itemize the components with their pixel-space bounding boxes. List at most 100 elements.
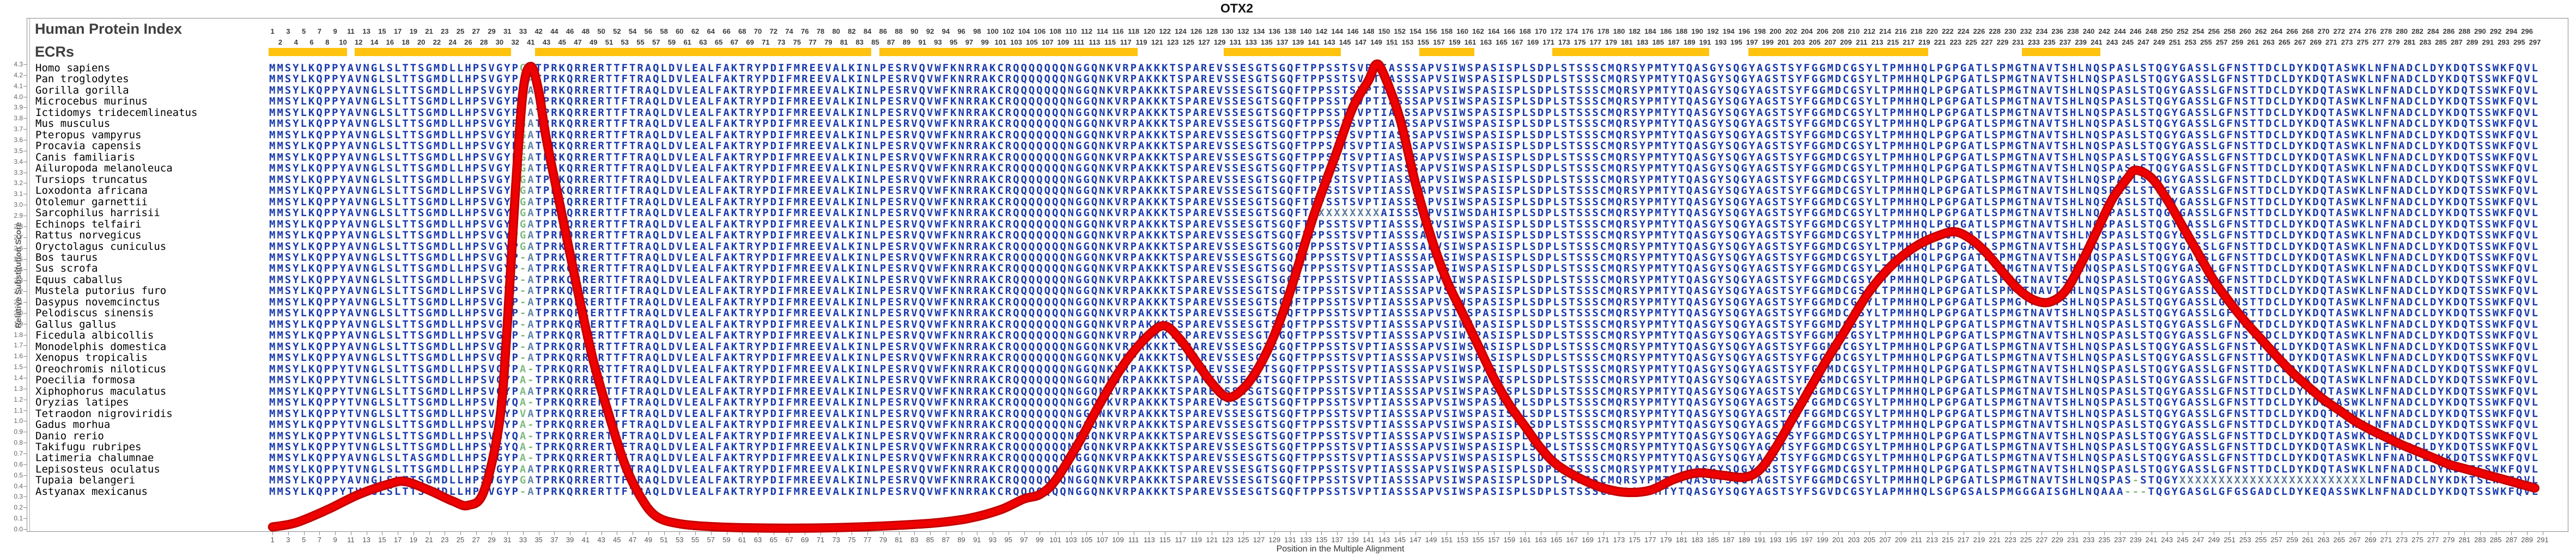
human-protein-index-number: 58 — [660, 27, 668, 35]
y-tick-mark — [23, 269, 27, 271]
alignment-position-number: 191 — [1754, 536, 1766, 544]
alignment-row: MMSYLKQPPYAVNGLSLTTSGMDLLHPSVGYP-ATPRKQR… — [269, 329, 2540, 342]
ecr-segment — [355, 48, 512, 56]
human-protein-index-number: 249 — [2153, 38, 2165, 46]
alignment-position-number: 133 — [1299, 536, 1312, 544]
x-tick-mark — [914, 532, 915, 535]
alignment-position-number: 237 — [2114, 536, 2126, 544]
human-protein-index-number: 296 — [2521, 27, 2533, 35]
human-protein-index-number: 224 — [1957, 27, 1970, 35]
human-protein-index-number: 189 — [1683, 38, 1696, 46]
x-tick-mark — [1149, 532, 1150, 535]
alignment-position-number: 277 — [2427, 536, 2439, 544]
human-protein-index-number: 225 — [1965, 38, 1977, 46]
human-protein-index-number: 186 — [1660, 27, 1672, 35]
human-protein-index-number: 204 — [1801, 27, 1813, 35]
y-tick-mark — [23, 118, 27, 119]
alignment-position-number: 45 — [613, 536, 621, 544]
human-protein-index-number: 192 — [1707, 27, 1719, 35]
x-tick-mark — [1932, 532, 1933, 535]
human-protein-index-number: 213 — [1871, 38, 1884, 46]
alignment-row: MMSYLKQPPYAVNGLSLTTSGMDLLHPSVGYPGATPRKQR… — [269, 195, 2540, 208]
alignment-position-number: 129 — [1268, 536, 1281, 544]
human-protein-index-number: 209 — [1840, 38, 1852, 46]
alignment-row: MMSYLKQPPYAVNGLSLTASGMDLLHPSVGYPA-TPRKQR… — [269, 452, 2540, 464]
species-name: Homo sapiens — [35, 62, 111, 74]
human-protein-index-number: 281 — [2403, 38, 2416, 46]
y-tick-label: 4.0 — [14, 93, 23, 101]
y-tick-mark — [23, 75, 27, 76]
alignment-position-number: 159 — [1503, 536, 1516, 544]
x-tick-mark — [1869, 532, 1870, 535]
x-tick-mark — [710, 532, 712, 535]
human-protein-index-number: 217 — [1903, 38, 1915, 46]
human-protein-index-number: 27 — [472, 27, 480, 35]
x-tick-mark — [2229, 532, 2231, 535]
human-protein-index-number: 207 — [1824, 38, 1837, 46]
human-protein-index-number: 95 — [949, 38, 958, 46]
human-protein-index-number: 10 — [339, 38, 347, 46]
alignment-position-number: 57 — [707, 536, 715, 544]
alignment-position-number: 3 — [286, 536, 290, 544]
human-protein-index-number: 242 — [2098, 27, 2111, 35]
human-protein-index-number: 289 — [2466, 38, 2478, 46]
human-protein-index-label: Human Protein Index — [35, 21, 183, 37]
x-tick-mark — [1243, 532, 1244, 535]
alignment-position-number: 197 — [1801, 536, 1813, 544]
human-protein-index-number: 70 — [754, 27, 762, 35]
alignment-position-number: 121 — [1206, 536, 1218, 544]
alignment-position-number: 255 — [2255, 536, 2267, 544]
alignment-row: MMSYLKQPPYAVNGLSLTTSGMDLLHPSVGYPGATPRKQR… — [269, 162, 2540, 175]
alignment-position-number: 127 — [1253, 536, 1265, 544]
human-protein-index-number: 97 — [965, 38, 974, 46]
human-protein-index-number: 71 — [762, 38, 770, 46]
human-protein-index-number: 61 — [683, 38, 691, 46]
alignment-position-number: 193 — [1769, 536, 1782, 544]
alignment-position-number: 155 — [1472, 536, 1484, 544]
human-protein-index-number: 233 — [2028, 38, 2040, 46]
alignment-position-number: 287 — [2505, 536, 2518, 544]
human-protein-index-number: 132 — [1237, 27, 1249, 35]
y-tick-label: 1.6 — [14, 352, 23, 360]
y-tick-mark — [23, 356, 27, 357]
y-tick-label: 1.3 — [14, 384, 23, 393]
human-protein-index-number: 96 — [957, 27, 965, 35]
human-protein-index-number: 241 — [2091, 38, 2103, 46]
species-name: Procavia capensis — [35, 140, 142, 152]
human-protein-index-number: 106 — [1034, 27, 1046, 35]
alignment-position-number: 39 — [566, 536, 574, 544]
human-protein-index-number: 18 — [402, 38, 410, 46]
species-name: Ictidomys tridecemlineatus — [35, 106, 198, 119]
alignment-position-number: 219 — [1973, 536, 1985, 544]
alignment-position-number: 275 — [2411, 536, 2423, 544]
alignment-position-number: 211 — [1911, 536, 1922, 544]
alignment-position-number: 113 — [1144, 536, 1155, 544]
alignment-row: MMSYLKQPPYTVNGLSLTTSGMDLLHPSVGYPAATPRKQR… — [269, 385, 2540, 397]
alignment-row: MMSYLKQPPYAVNGLSLTTSGMDLLHPSVGYPGATPRKQR… — [269, 140, 2540, 152]
human-protein-index-number: 78 — [816, 27, 825, 35]
alignment-position-number: 141 — [1362, 536, 1375, 544]
x-tick-mark — [2245, 532, 2246, 535]
human-protein-index-number: 109 — [1057, 38, 1070, 46]
human-protein-index-number: 50 — [597, 27, 605, 35]
y-tick-mark — [23, 529, 27, 530]
alignment-position-number: 13 — [362, 536, 370, 544]
alignment-row: MMSYLKQPPYTVNGLSLTTSGMDLLHPSVGYPA-TPRKQR… — [269, 419, 2540, 431]
human-protein-index-number: 81 — [840, 38, 848, 46]
alignment-row: MMSYLKQPPYTVNGLSLTTSGMDLLHPSVGYPA-TPRKQR… — [269, 363, 2540, 375]
y-tick-mark — [23, 507, 27, 508]
alignment-position-number: 85 — [926, 536, 934, 544]
human-protein-index-number: 126 — [1190, 27, 1202, 35]
human-protein-index-number: 288 — [2458, 27, 2471, 35]
x-tick-mark — [554, 532, 555, 535]
alignment-position-number: 1 — [270, 536, 275, 544]
species-name: Tupaia belangeri — [35, 474, 136, 487]
y-tick-mark — [23, 85, 27, 87]
human-protein-index-number: 183 — [1636, 38, 1649, 46]
human-protein-index-number: 230 — [2004, 27, 2016, 35]
human-protein-index-number: 66 — [722, 27, 731, 35]
alignment-position-number: 195 — [1785, 536, 1797, 544]
x-tick-mark — [2104, 532, 2105, 535]
human-protein-index-number: 51 — [605, 38, 613, 46]
human-protein-index-number: 148 — [1362, 27, 1375, 35]
